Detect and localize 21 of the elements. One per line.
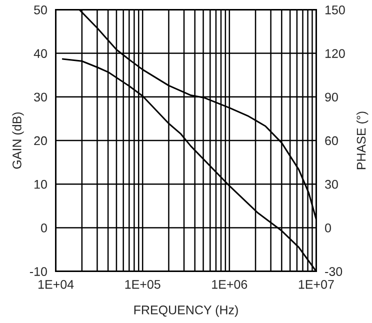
y-tick-label: -10 — [30, 267, 47, 276]
x-tick-label: 1E+06 — [212, 280, 248, 289]
y2-tick-label: -30 — [325, 267, 342, 276]
x-axis-title: FREQUENCY (Hz) — [134, 305, 238, 317]
y2-tick-label: 60 — [325, 136, 338, 146]
y-tick-label: 20 — [34, 136, 47, 146]
y-tick-label: 30 — [34, 92, 47, 102]
y2-tick-label: 90 — [325, 92, 338, 102]
y-tick-label: 50 — [34, 5, 47, 14]
y2-tick-label: 0 — [325, 224, 331, 232]
y-tick-label: 10 — [34, 180, 47, 189]
y-axis-title: GAIN (dB) — [12, 112, 24, 169]
x-tick-label: 1E+07 — [298, 280, 334, 289]
x-tick-label: 1E+05 — [125, 280, 160, 289]
y2-axis-title: PHASE (°) — [356, 112, 368, 170]
y-tick-label: 40 — [34, 49, 47, 58]
y2-tick-label: 120 — [325, 49, 345, 58]
y-tick-label: 0 — [41, 224, 47, 232]
x-tick-label: 1E+04 — [38, 280, 74, 289]
y2-tick-label: 30 — [325, 180, 338, 189]
y2-tick-label: 150 — [325, 5, 345, 14]
